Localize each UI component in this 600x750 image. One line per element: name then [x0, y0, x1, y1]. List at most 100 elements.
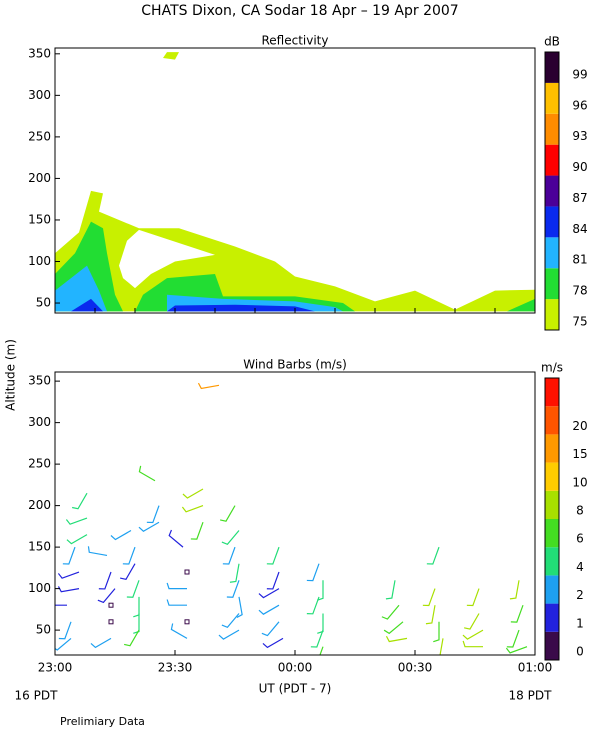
- colorbar-tick-label: 93: [572, 129, 587, 143]
- colorbar-tick-label: 96: [572, 98, 587, 112]
- contour-region: [71, 298, 315, 312]
- wind-barb: [182, 488, 204, 499]
- plot-frame: [54, 371, 536, 656]
- colorbar-swatch: [545, 175, 559, 207]
- wind-barb: [57, 586, 80, 593]
- colorbar-tick-label: 99: [572, 67, 587, 81]
- colorbar-swatch: [545, 490, 559, 519]
- colorbar-swatch: [545, 575, 559, 604]
- colorbar-swatch: [545, 144, 559, 176]
- wind-barb: [506, 629, 520, 648]
- wind-barb: [221, 613, 240, 629]
- colorbar-tick-label: 87: [572, 191, 587, 205]
- colorbar-swatch: [545, 519, 559, 548]
- wind-barb: [146, 505, 160, 524]
- wind-barb: [306, 563, 320, 582]
- colorbar-swatch: [545, 82, 559, 114]
- colorbar-swatch: [545, 206, 559, 238]
- wind-barb: [462, 640, 483, 648]
- x-tick-label: 01:00: [518, 661, 553, 675]
- wind-barb: [197, 382, 220, 390]
- colorbar-tick-label: 4: [576, 560, 584, 574]
- note: Prelimiary Data: [60, 715, 145, 728]
- wind-barb: [261, 621, 280, 637]
- y-tick-label: 50: [36, 623, 51, 637]
- y-tick-label: 100: [28, 581, 51, 595]
- wind-barb: [133, 613, 140, 634]
- wind-barb: [66, 534, 88, 545]
- y-axis-label: Altitude (m): [4, 339, 18, 411]
- wind-barb: [170, 623, 188, 639]
- y-tick-label: 150: [28, 540, 51, 554]
- wind-barb: [55, 604, 67, 606]
- x-axis-label: UT (PDT - 7): [259, 682, 332, 696]
- wind-barb: [220, 505, 236, 522]
- colorbar-swatch: [545, 113, 559, 145]
- y-tick-label: 200: [28, 171, 51, 185]
- wind-barb: [166, 582, 187, 590]
- colorbar-tick-label: 78: [572, 284, 587, 298]
- wind-barb: [222, 546, 236, 565]
- y-tick-label: 250: [28, 457, 51, 471]
- contour-region: [55, 221, 535, 312]
- wind-barb: [168, 529, 184, 548]
- wind-barb: [87, 546, 108, 557]
- wind-barb: [236, 596, 243, 618]
- wind-barb: [221, 530, 240, 546]
- calm-marker: [184, 569, 190, 575]
- panel-title: Reflectivity: [261, 34, 328, 48]
- colorbar-swatch: [545, 378, 559, 407]
- y-tick-label: 100: [28, 254, 51, 268]
- colorbar-swatch: [545, 52, 559, 83]
- colorbar-tick-label: 0: [576, 645, 584, 659]
- panel-title: Wind Barbs (m/s): [243, 358, 347, 372]
- wind-barb: [110, 529, 132, 541]
- wind-barb: [383, 621, 404, 635]
- y-tick-label: 300: [28, 88, 51, 102]
- wind-barb: [433, 621, 440, 643]
- wind-barb: [306, 596, 320, 615]
- x-tick-label: 00:00: [278, 661, 313, 675]
- wind-barb: [229, 563, 240, 583]
- colorbar-label: m/s: [541, 361, 563, 375]
- colorbar-swatch: [545, 268, 559, 300]
- wind-barb: [462, 629, 484, 640]
- wind-barb: [190, 522, 204, 540]
- wind-barb: [57, 571, 80, 579]
- wind-barb: [509, 580, 520, 600]
- x-tick-label: 23:00: [38, 661, 73, 675]
- wind-barb: [55, 637, 72, 651]
- wind-barb: [65, 517, 88, 525]
- plot-frame: [54, 47, 536, 314]
- colorbar-tick-label: 90: [572, 160, 587, 174]
- wind-barb: [90, 637, 112, 649]
- wind-barb: [181, 505, 204, 513]
- wind-barb: [381, 604, 400, 620]
- wind-barb: [126, 580, 140, 598]
- wind-barb: [464, 613, 480, 630]
- wind-barb: [266, 571, 280, 590]
- colorbar-swatch: [545, 631, 559, 660]
- colorbar-tick-label: 2: [576, 588, 584, 602]
- colorbar-tick-label: 8: [576, 504, 584, 518]
- date-label: 18 PDT: [509, 689, 553, 703]
- colorbar-label: dB: [544, 35, 560, 49]
- wind-barb: [62, 546, 76, 565]
- colorbar-swatch: [545, 434, 559, 463]
- wind-barb: [138, 465, 156, 482]
- colorbar-tick-label: 1: [576, 616, 584, 630]
- wind-barb: [266, 546, 280, 565]
- contour-region: [55, 52, 535, 312]
- colorbar-swatch: [545, 299, 559, 330]
- wind-barb: [385, 580, 396, 600]
- date-label: 16 PDT: [15, 689, 59, 703]
- y-tick-label: 350: [28, 374, 51, 388]
- colorbar-swatch: [545, 462, 559, 491]
- wind-barb: [72, 492, 88, 510]
- y-tick-label: 350: [28, 46, 51, 60]
- calm-marker: [108, 619, 114, 625]
- colorbar-tick-label: 10: [572, 475, 587, 489]
- colorbar-swatch: [545, 547, 559, 576]
- wind-barb: [97, 588, 116, 604]
